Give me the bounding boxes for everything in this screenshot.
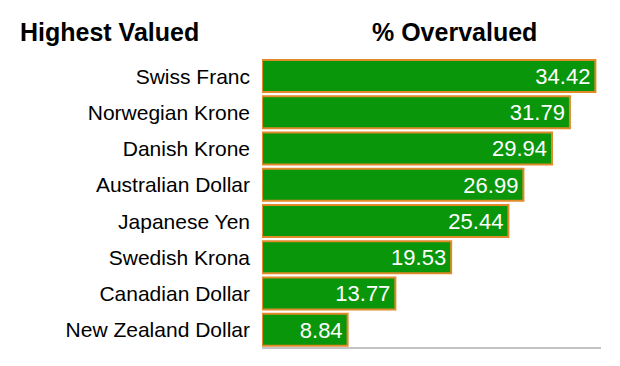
svg-text:Danish Krone: Danish Krone — [123, 137, 250, 160]
svg-text:13.77: 13.77 — [335, 281, 390, 306]
svg-text:31.79: 31.79 — [510, 100, 565, 125]
svg-text:26.99: 26.99 — [463, 173, 518, 198]
html-text:% Overvalued: % Overvalued — [372, 18, 538, 46]
svg-text:Japanese Yen: Japanese Yen — [118, 210, 250, 233]
svg-text:Norwegian Krone: Norwegian Krone — [88, 101, 250, 124]
svg-text:19.53: 19.53 — [391, 245, 446, 270]
svg-text:Australian Dollar: Australian Dollar — [96, 173, 250, 196]
svg-text:Canadian Dollar: Canadian Dollar — [99, 282, 250, 305]
svg-text:8.84: 8.84 — [300, 318, 343, 343]
svg-text:Swiss Franc: Swiss Franc — [136, 65, 250, 88]
html-text:Highest Valued: Highest Valued — [20, 18, 200, 46]
svg-text:34.42: 34.42 — [535, 64, 590, 89]
svg-text:New Zealand Dollar: New Zealand Dollar — [66, 318, 250, 341]
svg-text:Swedish Krona: Swedish Krona — [109, 246, 251, 269]
svg-text:29.94: 29.94 — [492, 136, 547, 161]
svg-text:25.44: 25.44 — [448, 209, 503, 234]
